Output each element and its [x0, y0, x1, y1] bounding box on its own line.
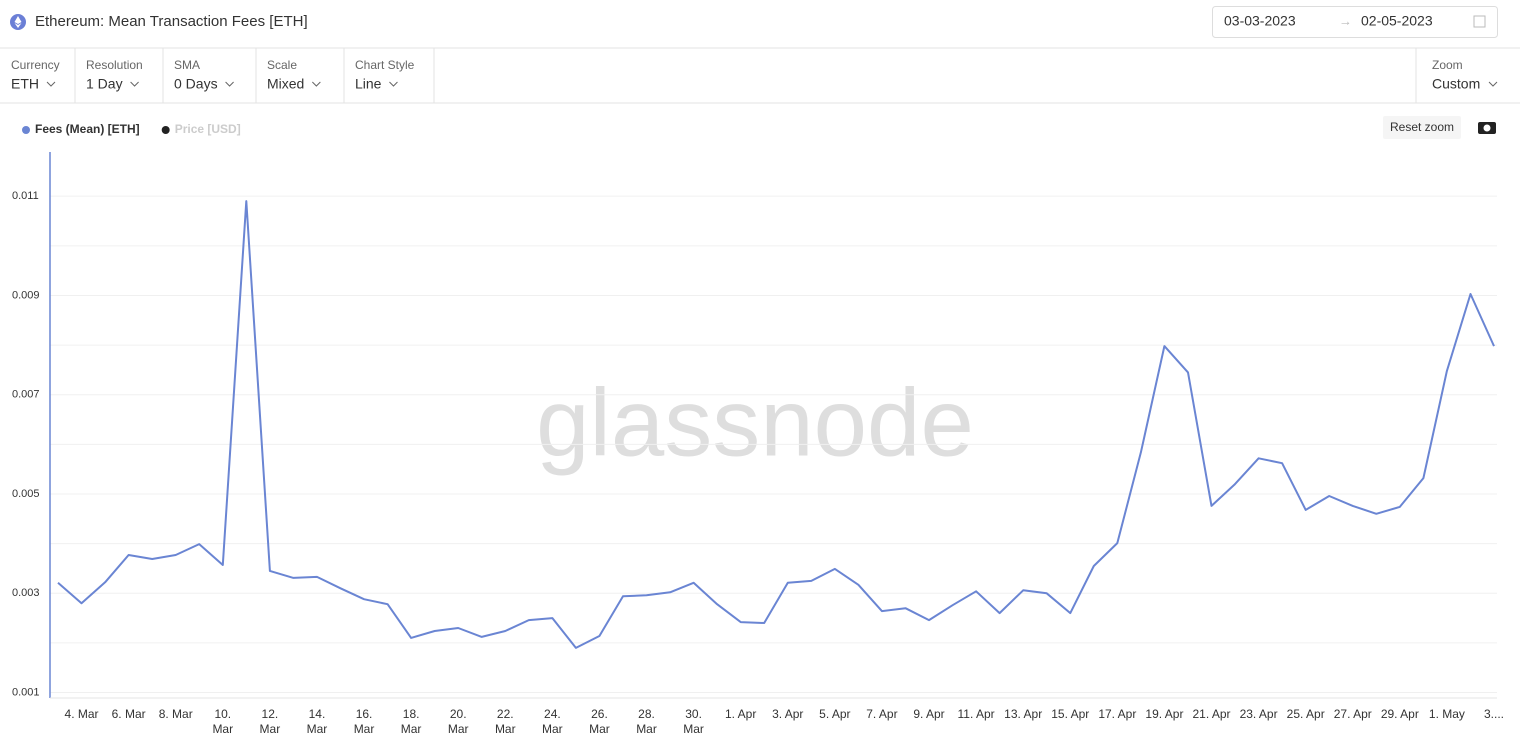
zoom-label: Zoom	[1432, 58, 1463, 72]
chevron	[312, 81, 321, 87]
x-tick-label: 1. May	[1429, 707, 1465, 721]
x-tick-label: 29. Apr	[1381, 707, 1419, 721]
x-tick-label: 14. Mar	[307, 707, 328, 736]
y-tick-label: 0.007	[12, 389, 40, 401]
chevron	[46, 81, 56, 87]
legend-label[interactable]: Price [USD]	[175, 122, 241, 136]
date-to[interactable]: 02-05-2023	[1361, 13, 1433, 29]
calendar-icon[interactable]	[1473, 15, 1486, 28]
reset-zoom-button[interactable]	[1383, 116, 1461, 139]
control-label: SMA	[174, 58, 200, 72]
arrow: →	[1339, 13, 1352, 28]
control-value[interactable]: Line	[355, 76, 382, 92]
zoom-value[interactable]: Custom	[1432, 76, 1480, 92]
x-tick-label: 12. Mar	[260, 707, 281, 736]
date-from[interactable]: 03-03-2023	[1224, 13, 1296, 29]
x-tick-label: 15. Apr	[1051, 707, 1089, 721]
x-tick-label: 16. Mar	[354, 707, 375, 736]
x-tick-label: 19. Apr	[1145, 707, 1183, 721]
legend-marker	[161, 126, 170, 134]
control-label: Chart Style	[355, 58, 415, 72]
y-tick-label: 0.009	[12, 289, 40, 301]
x-tick-label: 7. Apr	[866, 707, 897, 721]
control-value[interactable]: 0 Days	[174, 76, 218, 92]
x-tick-label: 24. Mar	[542, 707, 563, 736]
y-tick-label: 0.003	[12, 587, 40, 599]
chevron	[225, 81, 234, 87]
eth-glyph	[14, 16, 22, 28]
x-tick-label: 1. Apr	[725, 707, 756, 721]
x-tick-label: 3....	[1484, 707, 1504, 721]
x-tick-label: 18. Mar	[401, 707, 422, 736]
control-label: Scale	[267, 58, 297, 72]
x-tick-label: 3. Apr	[772, 707, 803, 721]
legend-marker	[22, 126, 30, 134]
control-value[interactable]: 1 Day	[86, 76, 123, 92]
x-tick-label: 22. Mar	[495, 707, 516, 736]
date-range[interactable]	[1212, 6, 1498, 38]
control-label: Resolution	[86, 58, 143, 72]
x-tick-label: 30. Mar	[683, 707, 704, 736]
control-value[interactable]: ETH	[11, 76, 39, 92]
y-tick-label: 0.011	[12, 190, 39, 202]
x-tick-label: 23. Apr	[1240, 707, 1278, 721]
x-tick-label: 27. Apr	[1334, 707, 1372, 721]
watermark: glassnode	[536, 369, 974, 476]
control-label: Currency	[11, 58, 60, 72]
x-tick-label: 25. Apr	[1287, 707, 1325, 721]
camera-lens	[1483, 124, 1491, 132]
x-tick-label: 5. Apr	[819, 707, 850, 721]
x-tick-label: 8. Mar	[159, 707, 193, 721]
legend-label[interactable]: Fees (Mean) [ETH]	[35, 122, 140, 136]
x-tick-label: 17. Apr	[1098, 707, 1136, 721]
x-tick-label: 13. Apr	[1004, 707, 1042, 721]
x-tick-label: 10. Mar	[212, 707, 233, 736]
chevron	[389, 81, 398, 87]
chevron	[1488, 81, 1498, 87]
series-line	[57, 200, 1495, 649]
x-tick-label: 11. Apr	[958, 707, 995, 721]
x-tick-label: 28. Mar	[636, 707, 657, 736]
page-title: Ethereum: Mean Transaction Fees [ETH]	[35, 13, 308, 30]
x-tick-label: 21. Apr	[1192, 707, 1230, 721]
x-tick-label: 26. Mar	[589, 707, 610, 736]
x-tick-label: 4. Mar	[65, 707, 99, 721]
x-tick-label: 6. Mar	[112, 707, 146, 721]
reset-zoom-label[interactable]: Reset zoom	[1390, 120, 1454, 134]
y-tick-label: 0.001	[12, 686, 40, 698]
chevron	[130, 81, 139, 87]
y-tick-label: 0.005	[12, 488, 40, 500]
x-tick-label: 9. Apr	[913, 707, 944, 721]
control-value[interactable]: Mixed	[267, 76, 304, 92]
x-tick-label: 20. Mar	[448, 707, 469, 736]
